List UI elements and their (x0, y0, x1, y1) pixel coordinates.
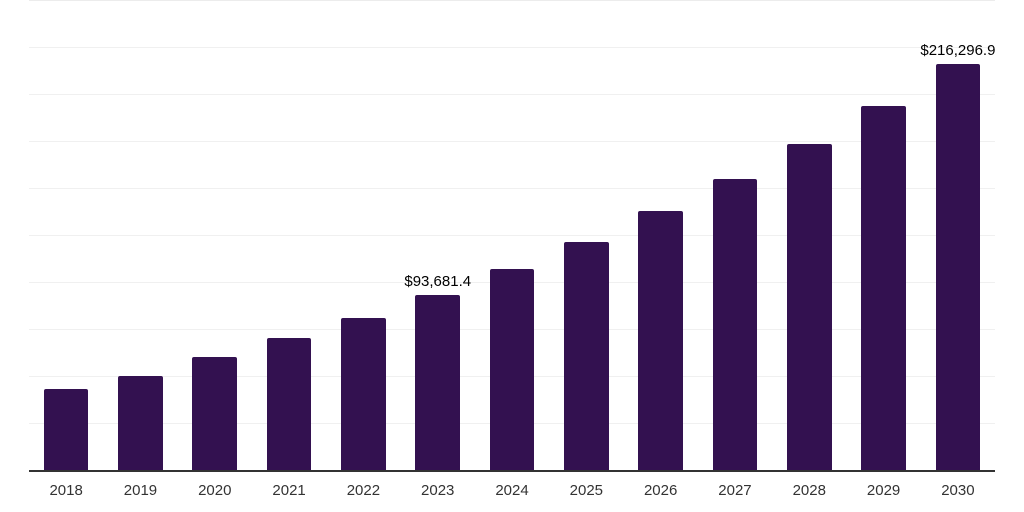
gridline (29, 141, 995, 142)
bar-2030 (935, 64, 981, 471)
bar-band-2018 (29, 1, 103, 471)
bar-2027 (712, 179, 758, 471)
bar-value-label-2023: $93,681.4 (404, 272, 472, 290)
plot-area: $93,681.4 $216,296.9 (29, 0, 995, 471)
x-axis-tick-label-2024: 2024 (495, 482, 529, 499)
x-axis-tick-label-2022: 2022 (346, 482, 381, 499)
bars-row: $93,681.4 $216,296.9 (29, 1, 995, 471)
bar-band-2019 (103, 1, 177, 471)
x-axis-tick-label-2021: 2021 (272, 482, 306, 499)
bar-2023 (415, 294, 460, 471)
x-axis-tick-label-2028: 2028 (792, 482, 826, 499)
bar-2020 (192, 357, 238, 471)
gridline (29, 188, 995, 189)
gridline (29, 47, 995, 48)
gridline (29, 94, 995, 95)
bar-2021 (266, 338, 312, 471)
x-axis-tick-label-2020: 2020 (198, 482, 232, 499)
bar-2019 (118, 375, 163, 471)
x-axis-tick-label-2025: 2025 (569, 482, 604, 499)
x-axis-tick-label-2023: 2023 (421, 482, 455, 499)
bar-band-2027 (698, 1, 772, 471)
x-axis-tick-label-2029: 2029 (866, 482, 901, 499)
bar-2024 (489, 269, 535, 471)
bar-2025 (564, 242, 609, 471)
gridline (29, 0, 995, 1)
bar-band-2028 (772, 1, 846, 471)
x-axis-tick-label-2019: 2019 (123, 482, 158, 499)
bar-band-2026 (624, 1, 698, 471)
x-axis-tick-labels: 2018 2019 2020 2021 2022 2023 2024 2025 2026 2027… (29, 483, 995, 498)
x-axis-tick-label-2018: 2018 (49, 482, 83, 499)
bar-band-2029 (846, 1, 920, 471)
x-axis-tick-label-2027: 2027 (718, 482, 752, 499)
bar-band-2024 (475, 1, 549, 471)
bar-2026 (638, 211, 683, 471)
bar-2022 (341, 317, 386, 471)
bar-band-2020 (178, 1, 252, 471)
x-axis-tick-label-2026: 2026 (643, 482, 678, 499)
bar-band-2023: $93,681.4 (401, 1, 475, 471)
bar-value-label-2030: $216,296.9 (920, 42, 996, 60)
bar-2028 (786, 143, 832, 471)
bar-band-2025 (549, 1, 623, 471)
x-axis-line (29, 470, 995, 472)
gridline (29, 235, 995, 236)
x-axis-tick-label-2030: 2030 (941, 482, 975, 499)
bar-band-2022 (326, 1, 400, 471)
bar-band-2030: $216,296.9 (920, 1, 996, 471)
bar-2029 (861, 105, 906, 471)
bar-2018 (43, 388, 89, 471)
bar-band-2021 (252, 1, 326, 471)
